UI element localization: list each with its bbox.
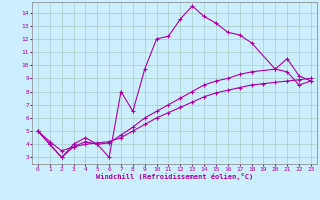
X-axis label: Windchill (Refroidissement éolien,°C): Windchill (Refroidissement éolien,°C): [96, 173, 253, 180]
